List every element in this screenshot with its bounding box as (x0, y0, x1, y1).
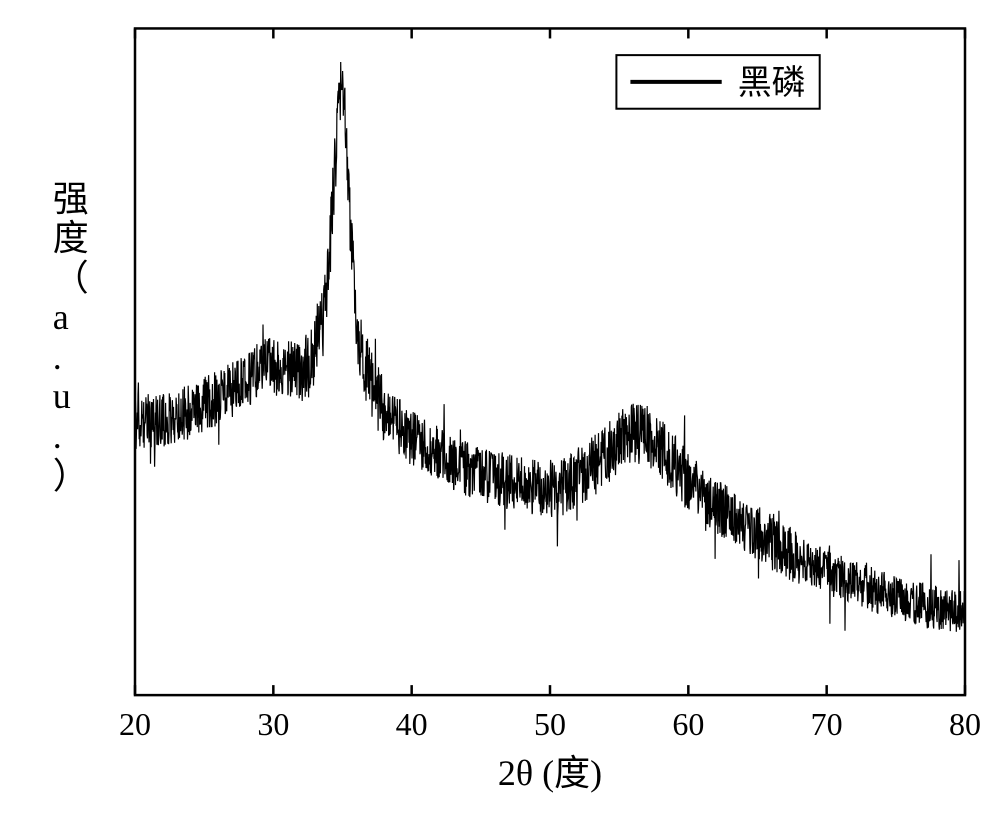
y-axis-label-char: a (53, 298, 89, 338)
x-tick-label: 80 (949, 706, 981, 742)
x-tick-label: 30 (257, 706, 289, 742)
y-axis-label-char: ） (53, 457, 89, 497)
y-axis-label-char: 强 (53, 180, 89, 220)
y-axis-label-char: u (53, 377, 89, 417)
figure-container: 203040506070802θ (度)黑磷 强度 （a. u.） (0, 0, 1000, 813)
y-axis-label-char: . (53, 338, 89, 378)
x-axis-label: 2θ (度) (498, 753, 602, 793)
x-tick-label: 20 (119, 706, 151, 742)
y-axis-label-char: 度 (53, 219, 89, 259)
legend-label: 黑磷 (738, 64, 806, 102)
y-axis-label: 强度 （a. u.） (15, 180, 127, 497)
y-axis-label-char: （ (53, 259, 89, 299)
chart-svg: 20 30 40 50 60 70 80 2θ (度) 黑磷 (0, 0, 1000, 813)
y-axis-label-char: . (53, 417, 89, 457)
y-axis-label-bottom: （a. u.） (53, 259, 89, 497)
x-tick-label: 50 (534, 706, 566, 742)
x-tick-label: 70 (811, 706, 843, 742)
y-axis-label-top: 强度 (53, 180, 89, 259)
x-tick-label: 40 (396, 706, 428, 742)
x-tick-label: 60 (672, 706, 704, 742)
